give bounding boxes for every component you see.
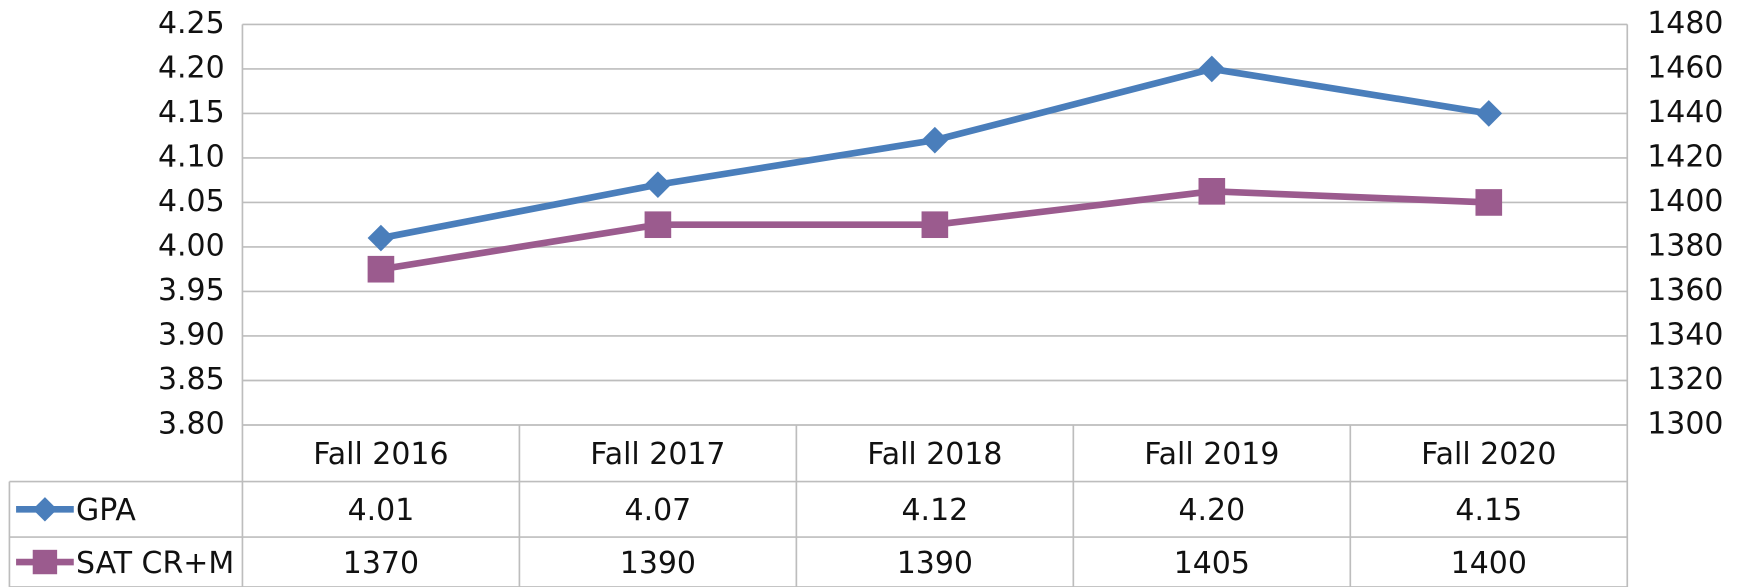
table-value: 4.12: [902, 493, 969, 528]
y-tick-label: 3.85: [158, 362, 225, 397]
table-value: 1400: [1451, 546, 1527, 581]
y-tick-label: 4.20: [158, 50, 225, 85]
y-tick-label: 3.90: [158, 317, 225, 352]
y-tick-label: 4.25: [158, 6, 225, 41]
x-tick-label: Fall 2017: [590, 437, 725, 472]
table-value: 1370: [343, 546, 419, 581]
x-tick-label: Fall 2016: [313, 437, 448, 472]
table-value: 4.20: [1178, 493, 1245, 528]
y-tick-label: 4.05: [158, 184, 225, 219]
y2-tick-label: 1320: [1647, 362, 1723, 397]
y2-tick-label: 1400: [1647, 184, 1723, 219]
y2-tick-label: 1360: [1647, 273, 1723, 308]
y-tick-label: 4.15: [158, 95, 225, 130]
table-value: 1405: [1174, 546, 1250, 581]
marker: [1198, 178, 1226, 205]
x-tick-label: Fall 2020: [1421, 437, 1556, 472]
y2-tick-label: 1460: [1647, 50, 1723, 85]
table-value: 1390: [620, 546, 696, 581]
marker: [644, 211, 672, 239]
marker: [644, 171, 672, 198]
marker: [1475, 189, 1503, 216]
marker: [921, 126, 949, 154]
y2-tick-label: 1380: [1647, 228, 1723, 263]
y-tick-label: 4.10: [158, 139, 225, 174]
table-value: 1390: [897, 546, 973, 581]
x-tick-label: Fall 2019: [1144, 437, 1279, 472]
legend-label: GPA: [76, 493, 136, 528]
y2-tick-label: 1300: [1647, 406, 1723, 441]
y-tick-label: 4.00: [158, 228, 225, 263]
table-value: 4.07: [625, 493, 692, 528]
legend-marker: [32, 497, 58, 522]
y-tick-label: 3.80: [158, 406, 225, 441]
marker: [367, 255, 395, 283]
marker: [1198, 55, 1226, 83]
y2-tick-label: 1440: [1647, 95, 1723, 130]
legend-label: SAT CR+M: [76, 546, 234, 581]
x-tick-label: Fall 2018: [867, 437, 1002, 472]
marker: [921, 211, 949, 239]
y2-tick-label: 1340: [1647, 317, 1723, 352]
y-tick-label: 3.95: [158, 273, 225, 308]
y2-tick-label: 1480: [1647, 6, 1723, 41]
table-value: 4.01: [348, 493, 415, 528]
table-value: 4.15: [1455, 493, 1522, 528]
marker: [1475, 100, 1503, 127]
legend-marker: [32, 549, 58, 575]
y2-tick-label: 1420: [1647, 139, 1723, 174]
